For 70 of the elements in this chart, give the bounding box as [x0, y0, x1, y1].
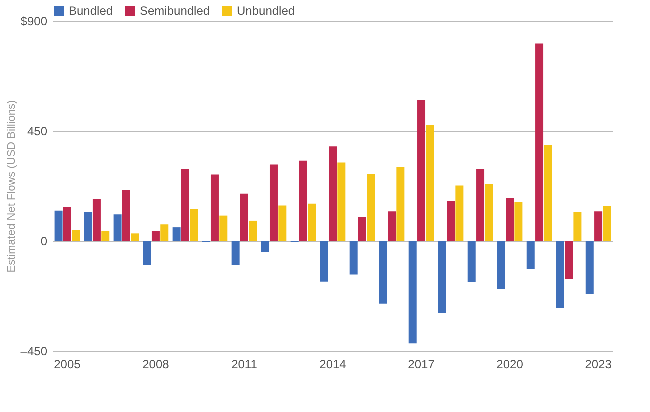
bar	[565, 241, 574, 280]
bar	[160, 224, 169, 241]
bar	[92, 199, 101, 241]
bar	[329, 146, 337, 241]
bar	[181, 169, 190, 241]
bar	[485, 184, 494, 241]
legend-label: Bundled	[69, 4, 114, 18]
bar	[367, 174, 376, 241]
bar	[506, 198, 514, 241]
y-tick-label: –450	[20, 344, 48, 358]
bar	[594, 212, 603, 241]
bar	[574, 212, 582, 241]
bar	[468, 241, 476, 283]
bar	[544, 145, 552, 241]
bar	[388, 212, 396, 241]
x-tick-label: 2008	[142, 358, 170, 372]
bar	[526, 241, 535, 270]
y-tick-label: 450	[27, 124, 48, 138]
y-axis-title: Estimated Net Flows (USD Billions)	[6, 100, 18, 273]
bar	[270, 164, 278, 241]
bar	[54, 210, 63, 241]
bar	[249, 220, 258, 241]
bar	[396, 167, 405, 241]
bar	[408, 241, 417, 344]
bar	[299, 160, 308, 241]
bar	[350, 241, 358, 275]
bar	[210, 174, 219, 241]
x-tick-label: 2005	[54, 358, 82, 372]
bar	[586, 241, 594, 295]
bar	[338, 162, 346, 241]
bar	[84, 212, 92, 241]
bar	[63, 207, 72, 241]
y-tick-label: $900	[20, 14, 48, 28]
bar	[240, 194, 248, 241]
bar	[190, 209, 198, 241]
bar	[426, 125, 434, 241]
bar	[261, 241, 270, 252]
y-tick-label: 0	[40, 234, 48, 248]
bar	[220, 216, 228, 241]
x-tick-label: 2023	[585, 358, 612, 372]
bar	[497, 241, 506, 290]
bar	[536, 44, 544, 241]
bar	[456, 186, 464, 241]
bar	[379, 241, 388, 304]
legend-label: Semibundled	[140, 4, 210, 18]
x-tick-label: 2011	[232, 358, 258, 372]
x-tick-label: 2014	[320, 358, 347, 372]
bar	[172, 228, 181, 241]
bar	[102, 230, 110, 241]
bar	[476, 169, 485, 241]
bar	[72, 230, 80, 241]
bar	[418, 100, 426, 241]
legend-label: Unbundled	[237, 4, 296, 18]
bar	[556, 241, 564, 308]
bar	[514, 202, 523, 241]
bar	[131, 234, 140, 241]
bar	[152, 231, 160, 241]
bar	[438, 241, 446, 314]
bar	[308, 204, 316, 241]
bar	[278, 206, 287, 241]
bar	[603, 206, 612, 241]
bar	[122, 190, 130, 241]
x-tick-label: 2020	[496, 358, 524, 372]
bar	[447, 201, 456, 241]
x-tick-label: 2017	[408, 358, 436, 372]
bar	[358, 217, 367, 241]
bar	[143, 241, 152, 266]
bar	[232, 241, 240, 266]
bar	[114, 214, 122, 241]
bar	[320, 241, 328, 282]
